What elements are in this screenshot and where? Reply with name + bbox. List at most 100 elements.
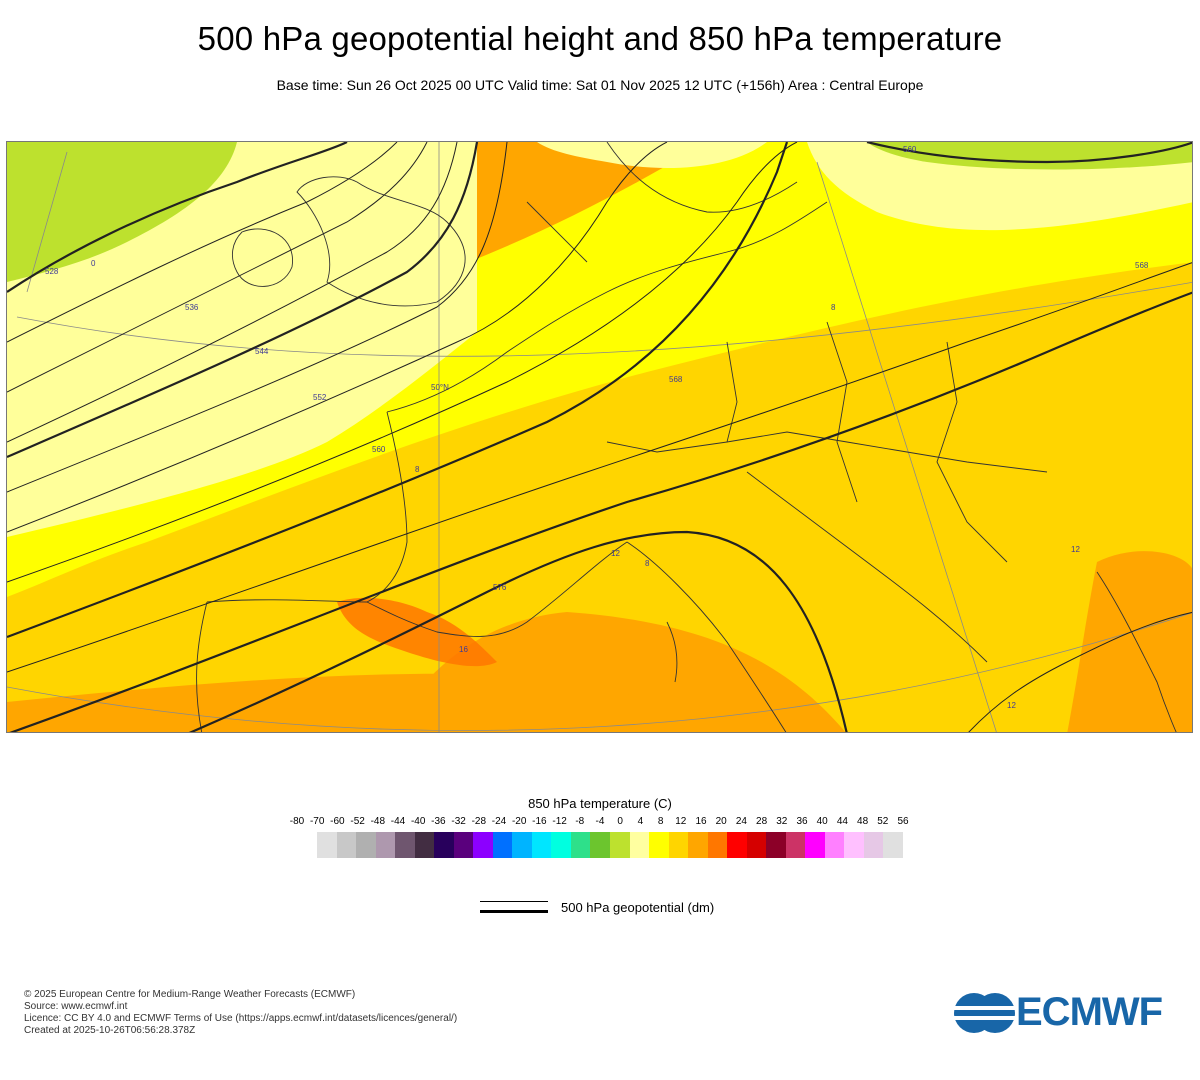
- footer-licence: Licence: CC BY 4.0 and ECMWF Terms of Us…: [24, 1013, 458, 1024]
- contour-label-544: 544: [255, 347, 269, 356]
- footer-source: Source: www.ecmwf.int: [24, 1001, 128, 1012]
- colorbar-swatch: [531, 832, 552, 858]
- colorbar-tick-label: 4: [637, 816, 644, 827]
- colorbar-swatch: [883, 832, 903, 858]
- chart-title: 500 hPa geopotential height and 850 hPa …: [197, 20, 1003, 57]
- footer: © 2025 European Centre for Medium-Range …: [24, 989, 457, 1037]
- colorbar-swatch: [492, 832, 513, 858]
- temp-label-8-a: 8: [831, 303, 836, 312]
- contour-label-528: 528: [45, 267, 59, 276]
- colorbar-tick-label: -52: [350, 816, 365, 827]
- colorbar-title: 850 hPa temperature (C): [528, 796, 672, 811]
- temp-band-8-12: [7, 252, 1192, 732]
- coastline-adriatic: [746, 471, 988, 663]
- colorbar-tick-label: 24: [735, 816, 747, 827]
- colorbar-tick-label: -44: [390, 816, 406, 827]
- colorbar-tick-label: -8: [575, 816, 585, 827]
- contour-label-560-north: 560: [903, 145, 917, 154]
- colorbar-tick-label: -80: [289, 816, 305, 827]
- colorbar-swatch: [707, 832, 728, 858]
- temp-label-12-c: 12: [1007, 701, 1016, 710]
- colorbar-tick-label: 52: [877, 816, 889, 827]
- contour-560-north: [866, 142, 1192, 164]
- temp-band-12-16-south: [7, 673, 666, 732]
- temp-band-4-8: [7, 142, 1192, 597]
- coastline-france-west: [366, 411, 408, 603]
- forecast-map: 528 536 544 552 560 568 576 560 568 0 8 …: [6, 141, 1193, 733]
- colorbar-swatch: [434, 832, 454, 858]
- colorbar-swatch: [473, 832, 493, 858]
- colorbar-swatch: [590, 832, 610, 858]
- colorbar-swatch: [629, 832, 650, 858]
- colorbar-swatch: [570, 832, 591, 858]
- contour-564: [7, 262, 1192, 673]
- border-line-1: [606, 431, 1048, 473]
- colorbar-tick-label: -24: [491, 816, 507, 827]
- colorbar-swatch: [824, 832, 845, 858]
- colorbar-swatch: [863, 832, 884, 858]
- colorbar-tick-label: 12: [675, 816, 687, 827]
- coastline-italy: [626, 541, 787, 732]
- colorbar-tick-label: -70: [309, 816, 325, 827]
- colorbar-swatch: [551, 832, 571, 858]
- contour-528: [7, 142, 348, 293]
- colorbar: [317, 832, 903, 858]
- colorbar-swatch: [844, 832, 864, 858]
- colorbar-swatch: [395, 832, 415, 858]
- colorbar-swatch: [727, 832, 747, 858]
- colorbar-tick-label: 28: [756, 816, 768, 827]
- geopotential-contours: [7, 142, 1192, 732]
- footer-copyright: © 2025 European Centre for Medium-Range …: [24, 989, 356, 1000]
- ecmwf-logo-mark: [953, 993, 1019, 1033]
- contour-560: [7, 142, 789, 639]
- temp-label-0: 0: [91, 259, 96, 268]
- colorbar-tick-label: 36: [796, 816, 808, 827]
- colorbar-swatch: [414, 832, 435, 858]
- contour-label-576: 576: [493, 583, 507, 592]
- temp-label-16: 16: [459, 645, 468, 654]
- colorbar-tick-label: -16: [532, 816, 547, 827]
- contour-label-536: 536: [185, 303, 199, 312]
- contour-labels: 528 536 544 552 560 568 576 560 568: [45, 145, 1149, 592]
- legend-thick-line: [480, 910, 548, 913]
- temp-label-12-b: 12: [1071, 545, 1080, 554]
- temp-label-8-b: 8: [415, 465, 420, 474]
- colorbar-tick-label: 40: [816, 816, 828, 827]
- border-line-2: [726, 341, 738, 443]
- colorbar-tick-label: 8: [657, 816, 664, 827]
- colorbar-ticks: -80 -70 -60 -52 -48 -44 -40 -36 -32 -28 -24 -20 -16-…: [0, 816, 1200, 830]
- colorbar-swatch: [453, 832, 474, 858]
- colorbar-swatch: [785, 832, 806, 858]
- contour-532: [7, 142, 398, 343]
- contour-556: [7, 142, 798, 583]
- colorbar-swatch: [609, 832, 630, 858]
- colorbar-tick-label: 48: [857, 816, 869, 827]
- colorbar-swatch: [512, 832, 532, 858]
- coastline-iberia-north: [206, 541, 628, 637]
- temp-band-0-4-north: [537, 142, 767, 168]
- chart-subtitle: Base time: Sun 26 Oct 2025 00 UTC Valid …: [276, 77, 924, 93]
- colorbar-tick-label: -36: [431, 816, 446, 827]
- contour-536: [7, 142, 428, 393]
- contour-576: [188, 530, 848, 732]
- colorbar-tick-label: -12: [552, 816, 567, 827]
- colorbar-tick-label: 0: [617, 816, 623, 827]
- ecmwf-logo-text: ECMWF: [1016, 990, 1163, 1034]
- contour-572-east: [968, 611, 1192, 732]
- colorbar-tick-label: 44: [836, 816, 848, 827]
- map-canvas: 528 536 544 552 560 568 576 560 568 0 8 …: [7, 142, 1192, 732]
- colorbar-swatch: [746, 832, 767, 858]
- contour-label-568: 568: [669, 375, 683, 384]
- coastline-corsica: [666, 621, 678, 683]
- contour-548: [7, 142, 508, 493]
- temp-band-12-16-east: [1067, 551, 1192, 732]
- footer-created: Created at 2025-10-26T06:56:28.378Z: [24, 1025, 196, 1036]
- contour-540: [7, 142, 458, 443]
- temperature-labels: 0 8 8 8 12 12 16 12 50°N: [91, 259, 1080, 710]
- ecmwf-logo: [953, 993, 1019, 1033]
- colorbar-tick-label: -48: [370, 816, 386, 827]
- temp-label-12-a: 12: [611, 549, 620, 558]
- coastline-denmark: [526, 201, 588, 263]
- coastline-scandinavia: [606, 142, 798, 213]
- colorbar-tick-label: 56: [897, 816, 909, 827]
